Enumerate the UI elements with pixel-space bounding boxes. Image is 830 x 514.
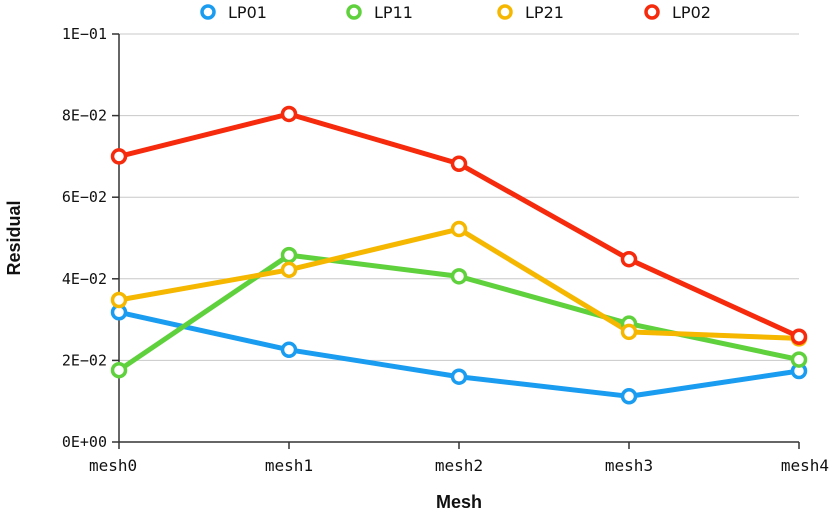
point-lp01	[450, 368, 468, 385]
x-tick-label: mesh3	[605, 456, 653, 475]
point-lp02	[620, 250, 638, 268]
point-lp11	[790, 351, 808, 368]
legend-label-lp02: LP02	[672, 3, 711, 22]
series-lines	[110, 105, 808, 405]
x-tick-label: mesh4	[781, 456, 829, 475]
point-lp21	[620, 323, 638, 341]
grid-lines	[119, 33, 799, 361]
legend-label-lp01: LP01	[228, 3, 267, 22]
x-axis-title: Mesh	[436, 492, 482, 512]
point-lp02	[450, 155, 468, 172]
y-tick-label: 8E−02	[62, 107, 107, 125]
y-tick-label: 0E+00	[62, 433, 107, 451]
y-tick-label: 4E−02	[62, 270, 107, 288]
legend: LP01 LP11 LP21 LP02	[200, 3, 711, 22]
y-tick-label: 6E−02	[62, 188, 107, 206]
legend-label-lp11: LP11	[374, 3, 413, 22]
legend-marker-lp21	[497, 4, 513, 20]
legend-marker-lp01	[200, 4, 216, 20]
point-lp21	[450, 220, 468, 238]
legend-label-lp21: LP21	[525, 3, 564, 22]
legend-item-lp11: LP11	[346, 3, 413, 22]
x-tick-label: mesh0	[89, 456, 137, 475]
point-lp01	[620, 388, 638, 405]
x-tick-label: mesh2	[435, 456, 483, 475]
y-tick-label: 2E−02	[62, 351, 107, 369]
point-lp02	[280, 105, 298, 123]
legend-item-lp01: LP01	[200, 3, 267, 22]
point-lp02	[790, 328, 808, 345]
point-lp11	[280, 246, 298, 264]
point-lp21	[280, 261, 298, 279]
point-lp11	[110, 361, 128, 379]
y-axis-title: Residual	[4, 200, 24, 275]
y-tick-label: 1E−01	[62, 25, 107, 43]
point-lp01	[280, 341, 298, 359]
point-lp11	[450, 268, 468, 285]
legend-item-lp02: LP02	[644, 3, 711, 22]
x-tick-labels: mesh0 mesh1 mesh2 mesh3 mesh4	[89, 456, 829, 475]
y-tick-labels: 0E+00 2E−02 4E−02 6E−02 8E−02 1E−01	[62, 25, 107, 451]
legend-marker-lp11	[346, 4, 362, 20]
x-tick-label: mesh1	[265, 456, 313, 475]
point-lp02	[110, 148, 128, 165]
legend-item-lp21: LP21	[497, 3, 564, 22]
point-lp21	[110, 291, 128, 309]
legend-marker-lp02	[644, 4, 660, 20]
